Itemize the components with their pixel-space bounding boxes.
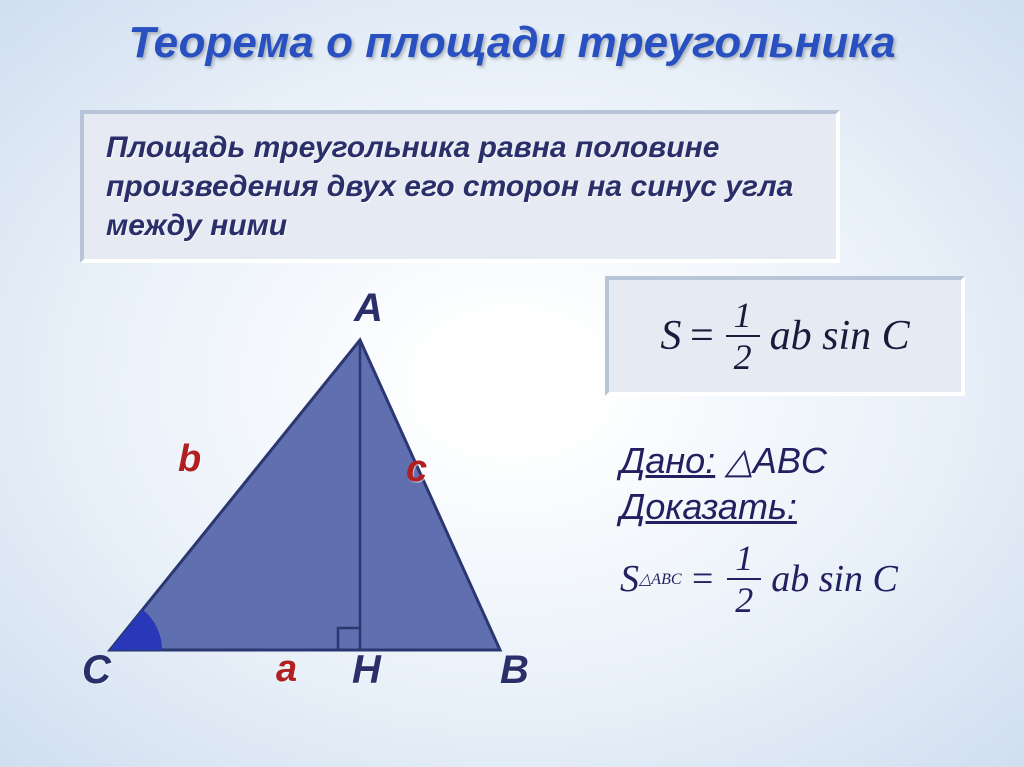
foot-label-h: H: [352, 648, 381, 693]
fraction-den: 2: [734, 337, 752, 375]
proof-formula: S △ABC = 1 2 ab sin C: [620, 540, 1000, 618]
proof-sub: △ABC: [639, 569, 682, 589]
proof-rhs: ab sin C: [771, 557, 898, 601]
formula-rhs: ab sin C: [770, 312, 910, 360]
proof-lhs: S: [620, 557, 639, 601]
prove-label: Доказать:: [620, 486, 1000, 528]
vertex-label-b: B: [500, 648, 529, 693]
side-label-c: c: [406, 448, 427, 491]
vertex-label-a: A: [354, 286, 383, 331]
formula-eq: =: [687, 312, 715, 360]
given-label: Дано:: [620, 440, 715, 481]
given-block: Дано: △ABC Доказать: S △ABC = 1 2 ab sin…: [620, 440, 1000, 618]
vertex-label-c: C: [82, 648, 111, 693]
given-line: Дано: △ABC: [620, 440, 1000, 482]
theorem-statement: Площадь треугольника равна половине прои…: [80, 110, 840, 263]
triangle-diagram: A B C H a b c: [60, 300, 600, 740]
proof-fraction: 1 2: [727, 540, 761, 618]
given-value: △ABC: [725, 440, 827, 481]
proof-eq: =: [690, 557, 716, 601]
page-title: Теорема о площади треугольника: [0, 18, 1024, 68]
formula-box: S = 1 2 ab sin C: [605, 276, 965, 396]
formula-lhs: S: [660, 312, 681, 360]
side-label-b: b: [178, 438, 201, 481]
proof-den: 2: [735, 580, 753, 618]
fraction: 1 2: [726, 297, 760, 375]
side-label-a: a: [276, 648, 297, 691]
area-formula: S = 1 2 ab sin C: [660, 297, 909, 375]
fraction-num: 1: [726, 297, 760, 337]
triangle-shape: [110, 340, 500, 650]
proof-num: 1: [727, 540, 761, 580]
